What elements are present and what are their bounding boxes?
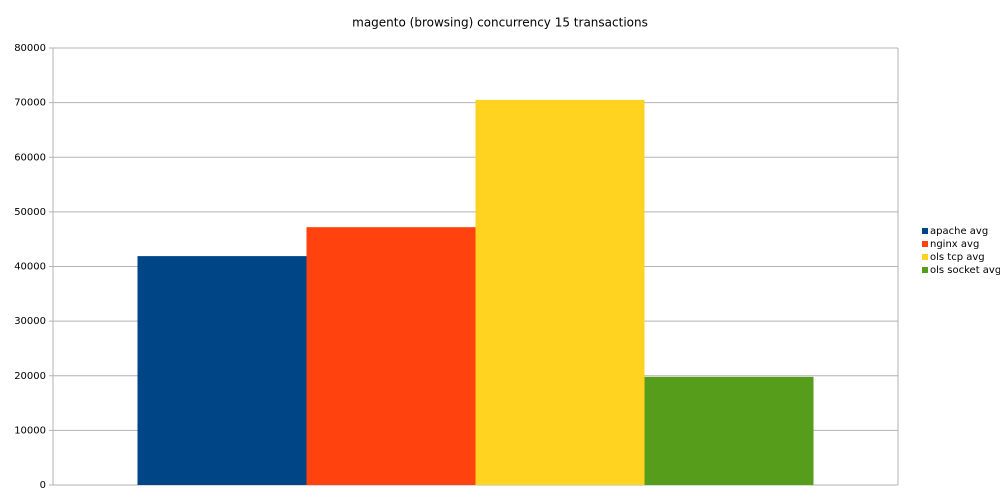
legend-swatch — [922, 254, 928, 260]
y-tick-label: 10000 — [14, 425, 46, 436]
bar — [306, 227, 476, 486]
legend-label: nginx avg — [930, 239, 979, 250]
legend-label: apache avg — [930, 226, 988, 237]
legend-swatch — [922, 241, 928, 247]
y-tick-label: 0 — [40, 480, 46, 491]
legend-swatch — [922, 228, 928, 234]
y-tick-label: 60000 — [14, 152, 46, 163]
y-tick-label: 40000 — [14, 262, 46, 273]
bar — [137, 256, 307, 485]
y-tick-label: 80000 — [14, 43, 46, 54]
legend-label: ols tcp avg — [930, 252, 985, 263]
bar — [475, 99, 645, 486]
y-tick-label: 70000 — [14, 98, 46, 109]
y-tick-label: 30000 — [14, 316, 46, 327]
y-tick-label: 20000 — [14, 371, 46, 382]
chart-title: magento (browsing) concurrency 15 transa… — [352, 16, 648, 30]
legend-swatch — [922, 267, 928, 273]
legend-label: ols socket avg — [930, 265, 1000, 276]
bar — [644, 376, 814, 485]
y-tick-label: 50000 — [14, 207, 46, 218]
